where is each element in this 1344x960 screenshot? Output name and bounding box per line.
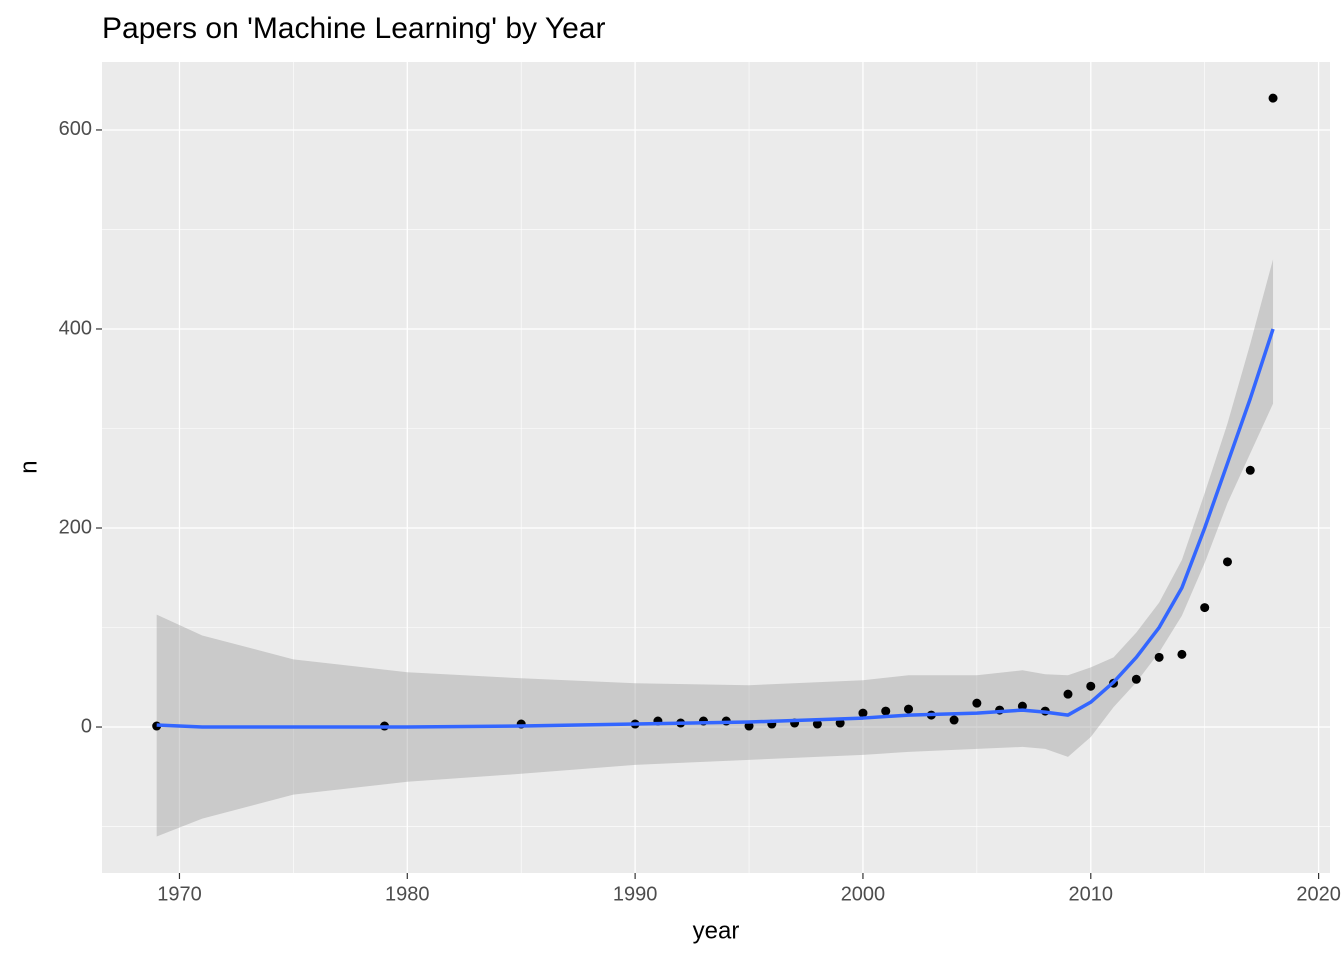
point <box>949 715 959 725</box>
x-tick-label: 1990 <box>613 883 658 905</box>
x-tick-label: 2020 <box>1296 883 1341 905</box>
point <box>972 698 982 708</box>
x-tick-label: 1970 <box>157 883 202 905</box>
point <box>858 708 868 718</box>
point <box>1268 93 1278 103</box>
y-tick-label: 0 <box>81 715 92 737</box>
smooth-line <box>156 328 1275 729</box>
point <box>835 718 845 728</box>
x-tick-label: 1980 <box>385 883 430 905</box>
point <box>1222 557 1232 567</box>
point <box>1154 652 1164 662</box>
x-axis-title: year <box>693 917 740 944</box>
confidence-band <box>156 259 1274 837</box>
point <box>1200 603 1210 613</box>
y-axis-title: n <box>15 460 42 473</box>
point <box>1177 649 1187 659</box>
point <box>812 719 822 729</box>
y-tick-label: 400 <box>59 317 92 339</box>
point <box>904 704 914 714</box>
point <box>1131 674 1141 684</box>
y-tick-label: 200 <box>59 516 92 538</box>
point <box>881 706 891 716</box>
point <box>1063 689 1073 699</box>
panel <box>102 62 1330 873</box>
x-tick-label: 2010 <box>1069 883 1114 905</box>
point <box>1086 681 1096 691</box>
y-tick-label: 600 <box>59 118 92 140</box>
chart-title: Papers on 'Machine Learning' by Year <box>102 12 605 45</box>
x-tick-label: 2000 <box>841 883 886 905</box>
point <box>1245 465 1255 475</box>
point <box>1017 701 1027 711</box>
